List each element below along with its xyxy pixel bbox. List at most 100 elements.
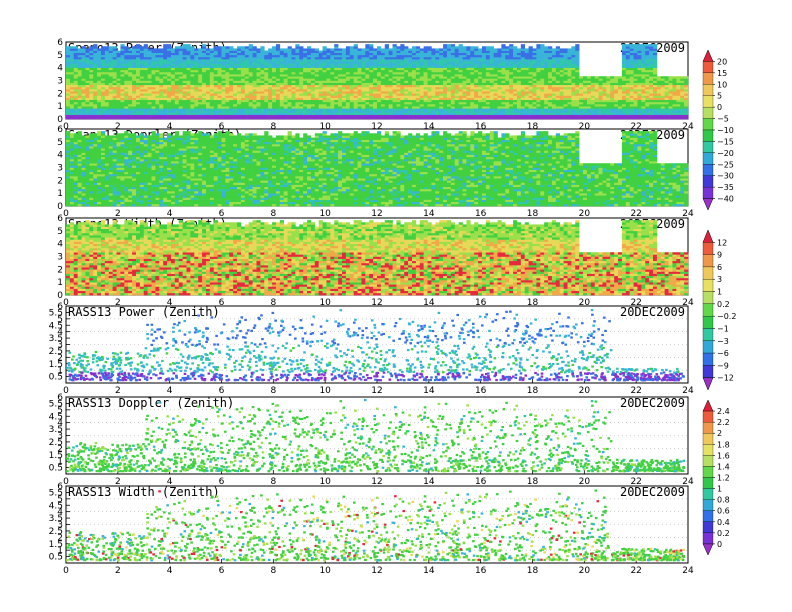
heatmap-cell bbox=[85, 99, 90, 103]
heatmap-cell bbox=[345, 56, 351, 60]
heatmap-cell bbox=[108, 54, 113, 58]
heatmap-cell bbox=[167, 82, 172, 86]
heatmap-cell bbox=[563, 106, 568, 109]
heatmap-cell bbox=[330, 101, 335, 105]
heatmap-cell bbox=[287, 110, 292, 113]
heatmap-cell bbox=[458, 63, 463, 66]
heatmap-cell bbox=[186, 61, 191, 64]
heatmap-cell bbox=[97, 108, 102, 111]
heatmap-cell bbox=[415, 91, 421, 94]
heatmap-cell bbox=[256, 82, 261, 86]
heatmap-cell bbox=[439, 56, 444, 60]
heatmap-cell bbox=[540, 104, 545, 107]
heatmap-cell bbox=[380, 99, 386, 103]
heatmap-cell bbox=[353, 114, 358, 118]
heatmap-cell bbox=[633, 54, 638, 58]
heatmap-cell bbox=[233, 86, 238, 90]
heatmap-cell bbox=[240, 97, 246, 101]
heatmap-cell bbox=[571, 56, 576, 60]
heatmap-cell bbox=[621, 110, 627, 113]
heatmap-cell bbox=[559, 74, 564, 77]
heatmap-cell bbox=[202, 95, 207, 98]
heatmap-cell bbox=[579, 86, 584, 90]
heatmap-cell bbox=[446, 82, 452, 86]
heatmap-cell bbox=[244, 78, 250, 81]
heatmap-cell bbox=[450, 114, 456, 118]
heatmap-cell bbox=[392, 56, 397, 60]
heatmap-cell bbox=[182, 52, 187, 56]
heatmap-cell bbox=[571, 91, 576, 94]
heatmap-cell bbox=[233, 114, 238, 118]
heatmap-cell bbox=[77, 106, 82, 109]
heatmap-cell bbox=[373, 106, 378, 109]
heatmap-cell bbox=[135, 108, 141, 111]
heatmap-cell bbox=[485, 116, 491, 120]
heatmap-cell bbox=[318, 110, 323, 113]
heatmap-cell bbox=[97, 112, 102, 116]
heatmap-cell bbox=[501, 48, 506, 51]
heatmap-cell bbox=[446, 67, 452, 71]
heatmap-cell bbox=[485, 67, 491, 71]
heatmap-cell bbox=[571, 106, 576, 109]
heatmap-cell bbox=[135, 99, 141, 103]
heatmap-cell bbox=[124, 63, 129, 66]
heatmap-cell bbox=[163, 91, 168, 94]
heatmap-cell bbox=[633, 63, 638, 66]
heatmap-cell bbox=[221, 71, 226, 75]
heatmap-cell bbox=[229, 71, 234, 75]
heatmap-cell bbox=[520, 74, 526, 77]
heatmap-cell bbox=[139, 50, 145, 53]
heatmap-cell bbox=[431, 95, 436, 98]
heatmap-cell bbox=[536, 93, 541, 96]
heatmap-cell bbox=[345, 89, 351, 92]
heatmap-cell bbox=[310, 65, 316, 68]
heatmap-cell bbox=[85, 48, 90, 51]
heatmap-cell bbox=[120, 65, 125, 68]
heatmap-cell bbox=[497, 56, 502, 60]
heatmap-cell bbox=[338, 65, 343, 68]
heatmap-cell bbox=[423, 101, 428, 105]
heatmap-cell bbox=[474, 59, 479, 62]
heatmap-cell bbox=[388, 52, 393, 56]
heatmap-cell bbox=[178, 71, 183, 75]
heatmap-cell bbox=[446, 69, 452, 73]
heatmap-cell bbox=[170, 50, 176, 53]
heatmap-cell bbox=[474, 101, 479, 105]
heatmap-cell bbox=[532, 104, 537, 107]
heatmap-cell bbox=[470, 71, 475, 75]
heatmap-cell bbox=[392, 101, 397, 105]
heatmap-cell bbox=[318, 76, 323, 79]
heatmap-cell bbox=[450, 74, 456, 77]
heatmap-cell bbox=[551, 84, 557, 88]
heatmap-cell bbox=[353, 44, 358, 47]
heatmap-cell bbox=[104, 101, 110, 105]
heatmap-cell bbox=[548, 95, 553, 98]
heatmap-cell bbox=[202, 61, 207, 64]
heatmap-cell bbox=[532, 69, 537, 73]
heatmap-cell bbox=[563, 74, 568, 77]
heatmap-cell bbox=[209, 106, 215, 109]
heatmap-cell bbox=[163, 63, 168, 66]
heatmap-cell bbox=[555, 97, 561, 101]
heatmap-cell bbox=[287, 93, 292, 96]
heatmap-cell bbox=[625, 95, 630, 98]
heatmap-cell bbox=[221, 101, 226, 105]
heatmap-cell bbox=[159, 59, 164, 62]
heatmap-cell bbox=[104, 48, 110, 51]
heatmap-cell bbox=[524, 59, 529, 62]
heatmap-cell bbox=[481, 50, 487, 53]
heatmap-cell bbox=[295, 59, 300, 62]
heatmap-cell bbox=[396, 82, 401, 86]
heatmap-cell bbox=[528, 97, 533, 101]
heatmap-cell bbox=[143, 114, 148, 118]
heatmap-cell bbox=[159, 65, 164, 68]
heatmap-cell bbox=[377, 54, 382, 58]
heatmap-cell bbox=[194, 67, 199, 71]
heatmap-cell bbox=[330, 63, 335, 66]
heatmap-cell bbox=[532, 86, 537, 90]
heatmap-cell bbox=[272, 106, 277, 109]
heatmap-cell bbox=[190, 106, 195, 109]
heatmap-cell bbox=[637, 61, 642, 64]
heatmap-cell bbox=[248, 110, 253, 113]
heatmap-cell bbox=[229, 114, 234, 118]
